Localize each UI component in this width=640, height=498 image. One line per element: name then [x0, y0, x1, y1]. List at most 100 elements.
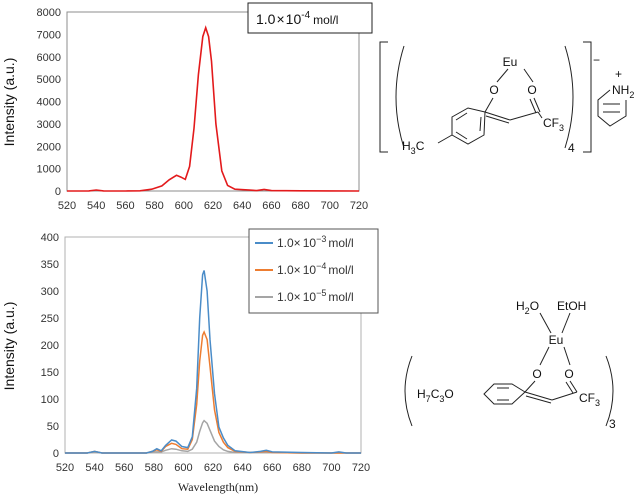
bottom-x-tick-label: 640: [233, 462, 251, 474]
bottom-y-tick-label: 150: [41, 367, 59, 379]
benzene-inner-bonds: [455, 112, 482, 140]
top-y-tick-label: 4000: [37, 97, 61, 109]
bottom-x-tick-labels: 520 540 560 580 600 620 640 660 680 700 720: [56, 462, 370, 474]
top-y-tick-label: 2000: [37, 141, 61, 153]
eu-o-bond-right-b: [563, 346, 571, 366]
enol-c-c-double: [484, 111, 511, 124]
bottom-y-tick-label: 350: [41, 259, 59, 271]
top-x-tick-label: 600: [175, 200, 193, 212]
legend: 1.0× 10−3 mol/l 1.0× 10−4 mol/l 1.0× 10−5 mol/…: [248, 228, 379, 314]
top-x-tick-label: 560: [116, 200, 134, 212]
bottom-x-tick-label: 600: [174, 462, 192, 474]
o-label-right-top: O: [527, 83, 536, 97]
left-square-bracket: [379, 41, 388, 153]
right-parenthesis: [564, 45, 574, 149]
right-square-bracket: [583, 41, 592, 153]
bottom-y-axis-label: Intensity (a.u.): [1, 302, 17, 391]
bottom-y-tick-label: 200: [41, 340, 59, 352]
ammonium-label: NH2: [612, 83, 634, 100]
legend-label-1e-5: 1.0× 10−5 mol/l: [277, 288, 354, 304]
bottom-x-tick-label: 660: [263, 462, 281, 474]
bottom-x-tick-label: 680: [293, 462, 311, 474]
top-y-tick-label: 1000: [37, 164, 61, 176]
methyl-bond: [437, 134, 453, 144]
bottom-x-axis-label: Wavelength(nm): [178, 480, 258, 494]
left-parenthesis: [395, 45, 405, 149]
piperidinium-back: [603, 103, 620, 113]
bottom-chemical-structure: [404, 312, 614, 427]
ethanol-eu-bond: [561, 312, 571, 334]
bottom-x-tick-label: 580: [145, 462, 163, 474]
o-label-left-bottom: O: [532, 367, 541, 381]
top-x-tick-label: 540: [87, 200, 105, 212]
anion-charge: −: [593, 53, 600, 67]
top-structure-labels: Eu O O CF3 H3C 4 − + NH2: [402, 53, 634, 156]
alkoxy-label: H7C3O: [417, 387, 454, 404]
top-y-tick-labels: 0 1000 2000 3000 4000 5000 6000 7000 8000: [37, 7, 61, 198]
cf3-label-top: CF3: [543, 116, 564, 133]
o-c-bond-left-b: [524, 380, 536, 393]
bottom-x-tick-label: 560: [115, 462, 133, 474]
top-y-tick-label: 0: [55, 186, 61, 198]
bottom-y-tick-labels: 0 50 100 150 200 250 300 350 400: [41, 232, 59, 460]
piperidinium-ring: [597, 89, 627, 127]
eu-o-bond-left-b: [539, 346, 550, 366]
top-x-tick-label: 680: [291, 200, 309, 212]
top-x-tick-label: 700: [321, 200, 339, 212]
eu-label-top: Eu: [503, 55, 518, 69]
benzene-ring-bottom: [483, 383, 526, 405]
top-x-tick-label: 580: [145, 200, 163, 212]
c-cf3-bond: [537, 111, 543, 119]
bottom-y-tick-label: 50: [47, 421, 59, 433]
water-eu-bond: [539, 312, 552, 334]
bottom-y-tick-label: 300: [41, 286, 59, 298]
top-x-tick-label: 720: [350, 200, 368, 212]
o-label-left-top: O: [489, 83, 498, 97]
legend-label-1e-4: 1.0× 10−4 mol/l: [277, 261, 354, 277]
bottom-x-tick-label: 520: [56, 462, 74, 474]
top-chemical-structure: [379, 41, 627, 153]
bottom-y-tick-label: 0: [53, 448, 59, 460]
o-c-double-bond-right-b: [565, 380, 578, 394]
o-c-double-bond-right: [529, 97, 541, 114]
top-x-tick-label: 660: [262, 200, 280, 212]
concentration-annotation: 1.0×10-4 mol/l: [256, 10, 338, 27]
bottom-y-tick-label: 400: [41, 232, 59, 244]
methyl-label: H3C: [402, 139, 425, 156]
enol-single-b: [551, 391, 578, 401]
series-line-1e-3: [65, 270, 361, 454]
eu-o-bond-right: [523, 68, 534, 83]
top-y-tick-label: 6000: [37, 52, 61, 64]
bottom-x-tick-label: 700: [322, 462, 340, 474]
cf3-label-bottom: CF3: [579, 391, 600, 408]
ethanol-label: EtOH: [557, 299, 586, 313]
top-chart: 0 1000 2000 3000 4000 5000 6000 7000 8000 520 540…: [1, 2, 373, 212]
top-plot-area: [66, 11, 360, 192]
bottom-y-tick-label: 100: [41, 394, 59, 406]
count-label-top: 4: [568, 141, 575, 155]
eu-o-bond-left: [496, 68, 509, 83]
ammonium-plus: +: [615, 67, 622, 81]
top-x-tick-labels: 520 540 560 580 600 620 640 660 680 700 720: [58, 200, 368, 212]
eu-label-bottom: Eu: [549, 333, 564, 347]
bottom-x-tick-label: 620: [204, 462, 222, 474]
top-y-axis-label: Intensity (a.u.): [1, 58, 17, 147]
top-x-tick-label: 620: [204, 200, 222, 212]
bottom-x-tick-label: 540: [85, 462, 103, 474]
enol-double-b: [524, 391, 553, 404]
bottom-x-tick-label: 720: [352, 462, 370, 474]
legend-label-1e-3: 1.0× 10−3 mol/l: [277, 234, 354, 250]
bottom-chart: 0 50 100 150 200 250 300 350 400 520 540 560 580 600…: [1, 228, 379, 494]
o-label-right-bottom: O: [564, 367, 573, 381]
top-y-tick-label: 7000: [37, 29, 61, 41]
top-y-tick-label: 5000: [37, 74, 61, 86]
top-y-tick-label: 8000: [37, 7, 61, 19]
o-c-bond-left: [484, 97, 494, 113]
bottom-y-tick-label: 250: [41, 313, 59, 325]
right-parenthesis-b: [605, 355, 614, 427]
concentration-box: [247, 2, 373, 34]
top-y-tick-label: 3000: [37, 119, 61, 131]
enol-c-c-single: [509, 111, 539, 121]
benzene-inner-bottom: [497, 387, 509, 401]
